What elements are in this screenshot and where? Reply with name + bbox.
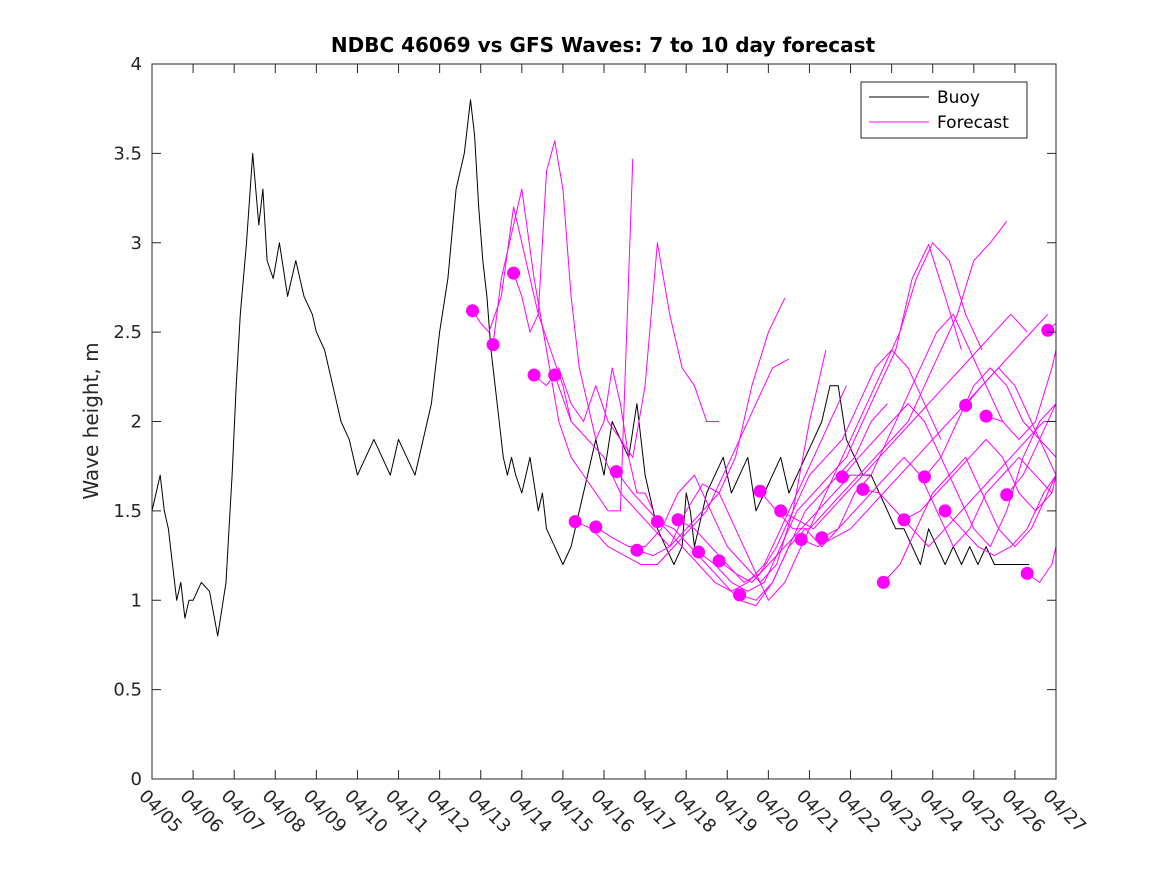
forecast-series-line-28 (1026, 546, 1056, 583)
forecast-marker-25 (979, 409, 993, 423)
forecast-series-line-18 (821, 456, 1053, 548)
forecast-series-line-4 (533, 242, 720, 458)
legend-label-buoy: Buoy (937, 88, 980, 108)
forecast-marker-7 (609, 465, 623, 479)
forecast-series-line-16 (780, 313, 1028, 530)
forecast-series-line-15 (759, 220, 1008, 530)
forecast-series-line-14 (739, 313, 1004, 601)
y-tick-label: 1 (131, 590, 142, 611)
forecast-series-line-9 (636, 474, 867, 601)
forecast-series-line-25 (965, 367, 1056, 476)
forecast-series-line-17 (801, 313, 1049, 548)
data-layer (152, 99, 1056, 637)
legend: Buoy Forecast (860, 81, 1028, 139)
forecast-marker-27 (1020, 566, 1034, 580)
forecast-marker-23 (938, 504, 952, 518)
forecast-series-line-1 (472, 206, 572, 422)
y-tick-label: 4 (131, 54, 142, 75)
legend-label-forecast: Forecast (937, 113, 1009, 133)
forecast-marker-13 (733, 588, 747, 602)
chart-title: NDBC 46069 vs GFS Waves: 7 to 10 day for… (331, 33, 876, 57)
forecast-marker-16 (794, 533, 808, 546)
forecast-series-line-24 (944, 474, 1056, 557)
forecast-marker-22 (918, 470, 931, 484)
forecast-marker-28 (1041, 323, 1055, 337)
forecast-marker-9 (650, 515, 664, 529)
forecast-marker-1 (486, 338, 500, 352)
forecast-series-line-20 (862, 421, 1056, 548)
forecast-marker-12 (712, 554, 726, 568)
forecast-series-line-2 (492, 158, 634, 512)
y-axis: 0 0.5 1 1.5 2 2.5 3 3.5 4 (113, 54, 1056, 790)
forecast-marker-8 (630, 543, 644, 557)
forecast-marker-5 (568, 515, 582, 529)
forecast-series-line-3 (513, 140, 654, 512)
forecast-marker-20 (876, 575, 890, 589)
forecast-marker-24 (959, 398, 973, 412)
forecast-marker-6 (589, 520, 603, 534)
forecast-marker-17 (815, 531, 829, 545)
forecast-series-line-21 (883, 456, 1056, 583)
y-tick-label: 3 (131, 233, 142, 254)
forecast-marker-11 (692, 545, 705, 559)
legend-box (860, 81, 1028, 139)
forecast-series-line-23 (924, 367, 1056, 478)
forecast-marker-4 (548, 368, 562, 382)
y-tick-label: 1.5 (113, 501, 142, 522)
forecast-marker-15 (774, 504, 788, 518)
forecast-marker-14 (753, 484, 767, 498)
forecast-series-line-12 (698, 244, 962, 592)
forecast-marker-10 (671, 513, 685, 527)
y-tick-label: 2.5 (113, 322, 142, 343)
y-axis-label: Wave height, m (79, 342, 103, 499)
y-tick-label: 3.5 (113, 143, 142, 164)
forecast-marker-21 (897, 513, 911, 527)
y-tick-label: 0 (131, 769, 142, 790)
forecast-marker-26 (1000, 488, 1014, 502)
forecast-marker-19 (856, 482, 870, 496)
forecast-marker-2 (507, 266, 521, 280)
forecast-series-line-13 (718, 242, 983, 583)
buoy-series-line (152, 99, 1030, 637)
forecast-marker-18 (835, 470, 849, 484)
forecast-marker-3 (527, 368, 541, 382)
forecast-series-line-22 (903, 438, 1056, 521)
forecast-series-line-26 (985, 349, 1056, 440)
y-tick-label: 0.5 (113, 680, 142, 701)
forecast-marker-0 (466, 304, 479, 318)
y-tick-label: 2 (131, 412, 142, 433)
